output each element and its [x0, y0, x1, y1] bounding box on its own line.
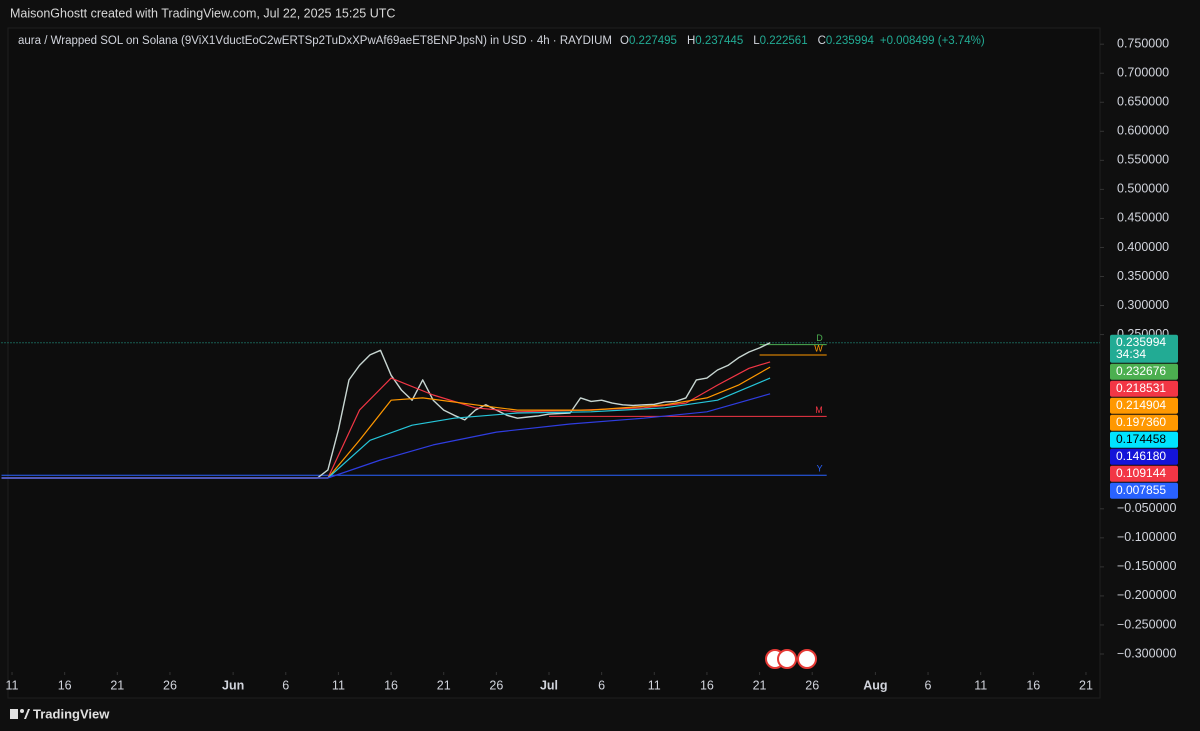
ohlc-value: 0.227495: [629, 35, 677, 47]
x-tick-label: 16: [58, 678, 72, 692]
x-tick-label: 11: [332, 678, 345, 692]
y-tick-label: 0.550000: [1117, 153, 1169, 167]
ohlc-key: C: [818, 35, 826, 47]
price-label: 0.218531: [1116, 381, 1166, 395]
price-label-box: [1110, 397, 1178, 414]
series-line: [1, 393, 771, 479]
x-tick-label: 11: [6, 678, 19, 692]
x-tick-label: 16: [384, 678, 398, 692]
price-label: 0.146180: [1116, 449, 1166, 463]
x-tick-label: 26: [163, 678, 177, 692]
price-label: 0.197360: [1116, 415, 1166, 429]
y-tick-label: 0.300000: [1117, 298, 1169, 312]
ohlc-value: 0.237445: [695, 35, 743, 47]
price-label: 0.235994: [1116, 335, 1166, 349]
price-label: 0.174458: [1116, 432, 1166, 446]
x-tick-label: 26: [805, 678, 819, 692]
level-label: W: [814, 343, 823, 353]
x-tick-label: 6: [925, 678, 932, 692]
level-label: M: [815, 405, 823, 415]
y-tick-label: 0.600000: [1117, 124, 1169, 138]
y-tick-label: 0.350000: [1117, 269, 1169, 283]
ohlc-value: 0.235994: [826, 35, 875, 47]
y-tick-label: 0.450000: [1117, 211, 1169, 225]
level-label: D: [816, 333, 823, 343]
x-tick-label: 16: [1026, 678, 1040, 692]
ohlc-key: H: [687, 35, 695, 47]
price-label-box: [1110, 334, 1178, 363]
countdown: 34:34: [1116, 347, 1146, 361]
y-tick-label: −0.100000: [1117, 530, 1176, 544]
tv-logo: [10, 709, 30, 719]
price-label: 0.232676: [1116, 364, 1166, 378]
x-tick-label: 21: [753, 678, 767, 692]
price-label: 0.007855: [1116, 483, 1166, 497]
x-tick-label: 11: [974, 678, 987, 692]
y-tick-label: −0.250000: [1117, 617, 1176, 631]
y-tick-label: 0.500000: [1117, 182, 1169, 196]
price-label-box: [1110, 448, 1178, 465]
x-tick-label: 6: [282, 678, 289, 692]
x-tick-label: 21: [110, 678, 124, 692]
title: aura / Wrapped SOL on Solana (9ViX1Vduct…: [18, 35, 612, 47]
y-tick-label: 0.400000: [1117, 240, 1169, 254]
header: MaisonGhostt created with TradingView.co…: [10, 6, 395, 20]
title-bar: aura / Wrapped SOL on Solana (9ViX1Vduct…: [18, 35, 985, 47]
series-line: [1, 361, 771, 479]
x-tick-label: 16: [700, 678, 714, 692]
level-label: Y: [817, 464, 823, 474]
x-tick-label: 21: [1079, 678, 1093, 692]
price-label: 0.214904: [1116, 398, 1166, 412]
price-label: 0.109144: [1116, 466, 1166, 480]
pane: [7, 27, 1101, 699]
x-tick-label: 6: [598, 678, 605, 692]
x-tick-label: Jul: [540, 678, 558, 692]
ohlc-key: O: [620, 35, 629, 47]
y-tick-label: −0.300000: [1117, 646, 1176, 660]
x-tick-label: 21: [437, 678, 451, 692]
x-tick-label: Aug: [863, 678, 887, 692]
price-label-box: [1110, 482, 1178, 499]
ohlc-value: 0.222561: [760, 35, 808, 47]
y-tick-label: 0.700000: [1117, 66, 1169, 80]
y-tick-label: −0.050000: [1117, 501, 1176, 515]
price-label-box: [1110, 431, 1178, 448]
price-label-box: [1110, 414, 1178, 431]
price-label-box: [1110, 380, 1178, 397]
y-tick-label: 0.650000: [1117, 95, 1169, 109]
x-tick-label: 26: [489, 678, 503, 692]
series-line: [1, 342, 771, 479]
x-tick-label: Jun: [222, 678, 244, 692]
y-tick-label: −0.150000: [1117, 559, 1176, 573]
price-label-box: [1110, 465, 1178, 482]
y-tick-label: −0.200000: [1117, 588, 1176, 602]
change: +0.008499 (+3.74%): [880, 35, 985, 47]
ohlc-key: L: [753, 35, 760, 47]
x-tick-label: 11: [648, 678, 661, 692]
event-flags: [765, 649, 817, 669]
series-line: [1, 377, 771, 479]
price-label-box: [1110, 363, 1178, 380]
series-line: [1, 366, 771, 479]
footer: TradingView: [33, 706, 110, 721]
y-tick-label: 0.750000: [1117, 36, 1169, 50]
